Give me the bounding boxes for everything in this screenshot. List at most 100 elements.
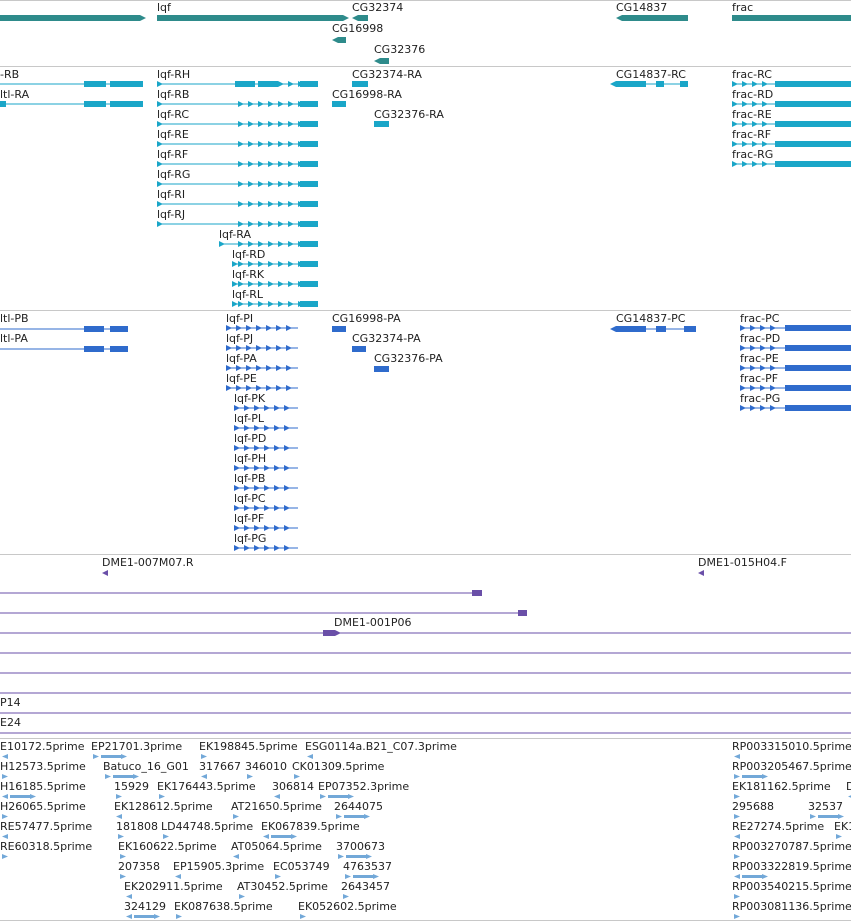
strand-arrow-right[interactable] [254,425,260,431]
strand-arrow-right[interactable] [264,505,270,511]
strand-arrow-left[interactable] [201,774,207,779]
strand-arrow-right[interactable] [284,525,290,531]
strand-arrow-right[interactable] [244,405,250,411]
strand-arrow-right[interactable] [244,525,250,531]
strand-arrow-right[interactable] [276,345,282,351]
exon-block[interactable] [84,81,106,87]
est-label[interactable]: RE27274.5prime [732,820,825,833]
strand-arrow-right[interactable] [232,281,238,287]
strand-arrow-right[interactable] [256,365,262,371]
strand-arrow-left[interactable] [175,874,181,879]
strand-arrow-right[interactable] [742,121,748,127]
strand-arrow-right[interactable] [732,121,738,127]
strand-arrow-right[interactable] [163,834,169,839]
strand-arrow-right[interactable] [274,545,280,551]
strand-arrow-right[interactable] [157,221,163,227]
est-label[interactable]: 15929 [114,780,149,793]
est-label[interactable]: 346010 [245,760,287,773]
exon-block[interactable] [656,326,666,332]
transcript-label[interactable]: CG32374-RA [352,68,422,81]
transcript-label[interactable]: CG32376-RA [374,108,444,121]
strand-arrow-right[interactable] [140,15,146,21]
strand-arrow-right[interactable] [742,161,748,167]
est-label[interactable]: H12573.5prime [0,760,86,773]
est-label[interactable]: E10172.5prime [0,740,85,753]
protein-label[interactable]: lqf-PJ [226,332,254,345]
transcript-label[interactable]: lqf-RK [232,268,265,281]
strand-arrow-right[interactable] [154,914,160,919]
strand-arrow-right[interactable] [176,914,182,919]
strand-arrow-right[interactable] [760,385,766,391]
transcript-label[interactable]: lqf-RL [232,288,264,301]
strand-arrow-right[interactable] [248,121,254,127]
est-label[interactable]: EK1 [834,820,851,833]
strand-arrow-right[interactable] [268,281,274,287]
strand-arrow-left[interactable] [616,15,622,21]
strand-arrow-left[interactable] [610,326,616,332]
est-label[interactable]: EK198845.5prime [199,740,298,753]
est-label[interactable]: EP15905.3prime [173,860,265,873]
strand-arrow-right[interactable] [268,221,274,227]
strand-arrow-right[interactable] [734,854,740,859]
est-label[interactable]: RP003205467.5prime [732,760,851,773]
strand-arrow-right[interactable] [234,465,240,471]
strand-arrow-right[interactable] [234,405,240,411]
strand-arrow-right[interactable] [238,241,244,247]
strand-arrow-right[interactable] [284,445,290,451]
transcript-label[interactable]: lqf-RE [157,128,189,141]
strand-arrow-right[interactable] [238,161,244,167]
protein-label[interactable]: lqf-PE [226,372,257,385]
strand-arrow-right[interactable] [348,794,354,799]
exon-block[interactable] [110,326,128,332]
strand-arrow-right[interactable] [258,161,264,167]
strand-arrow-right[interactable] [278,141,284,147]
gene-glyph[interactable] [622,15,688,21]
exon-block[interactable] [775,101,851,107]
strand-arrow-right[interactable] [284,505,290,511]
est-block[interactable] [353,875,373,878]
est-label[interactable]: Batuco_16_G01 [103,760,189,773]
strand-arrow-right[interactable] [244,445,250,451]
strand-arrow-right[interactable] [238,221,244,227]
est-block[interactable] [10,795,30,798]
strand-arrow-right[interactable] [750,405,756,411]
strand-arrow-right[interactable] [246,325,252,331]
strand-arrow-right[interactable] [300,914,306,919]
strand-arrow-right[interactable] [343,894,349,899]
strand-arrow-right[interactable] [274,425,280,431]
exon-block[interactable] [300,261,318,267]
est-label[interactable]: RP003322819.5prime [732,860,851,873]
strand-arrow-right[interactable] [278,221,284,227]
est-label[interactable]: 324129 [124,900,166,913]
est-label[interactable]: H16185.5prime [0,780,86,793]
strand-arrow-right[interactable] [264,525,270,531]
strand-arrow-right[interactable] [116,794,122,799]
strand-arrow-right[interactable] [219,241,225,247]
est-label[interactable]: 181808 [116,820,158,833]
exon-block[interactable] [300,281,318,287]
transcript-label[interactable]: -RB [0,68,20,81]
est-label[interactable]: AT05064.5prime [231,840,322,853]
strand-arrow-right[interactable] [278,101,284,107]
est-label[interactable]: EK067839.5prime [261,820,360,833]
strand-arrow-right[interactable] [157,181,163,187]
strand-arrow-right[interactable] [248,241,254,247]
exon-block[interactable] [110,101,143,107]
exon-block[interactable] [300,181,318,187]
strand-arrow-right[interactable] [275,874,281,879]
strand-arrow-right[interactable] [732,101,738,107]
strand-arrow-left[interactable] [2,794,8,799]
strand-arrow-right[interactable] [288,261,294,267]
strand-arrow-right[interactable] [278,201,284,207]
strand-arrow-right[interactable] [244,545,250,551]
est-block[interactable] [346,855,366,858]
strand-arrow-right[interactable] [288,121,294,127]
strand-arrow-right[interactable] [238,141,244,147]
strand-arrow-right[interactable] [278,241,284,247]
est-label[interactable]: AT21650.5prime [231,800,322,813]
strand-arrow-right[interactable] [234,505,240,511]
strand-arrow-right[interactable] [288,81,294,87]
exon-block[interactable] [352,81,368,87]
strand-arrow-right[interactable] [268,101,274,107]
strand-arrow-left[interactable] [116,814,122,819]
